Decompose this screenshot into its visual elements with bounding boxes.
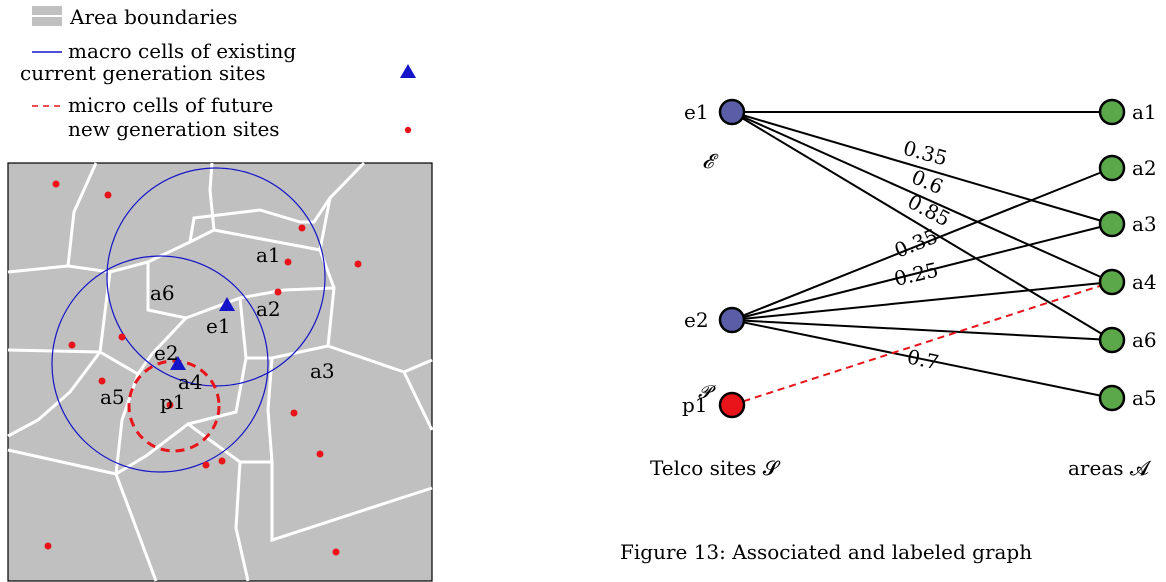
node-a5 [1098, 384, 1126, 412]
macro-cells [51, 167, 326, 473]
node-p1 [718, 391, 746, 419]
node-label-a5: a5 [1132, 386, 1157, 410]
legend-macro-line1: macro cells of existing [68, 39, 296, 63]
node-a4 [1098, 268, 1126, 296]
edge-label-0: 0.35 [901, 136, 950, 171]
edge-label-3: 0.35 [891, 224, 941, 263]
edge-e1-a4 [731, 111, 1113, 283]
area-label-a3: a3 [310, 359, 335, 383]
legend-micro-line2: new generation sites [68, 117, 280, 141]
area-label-a2: a2 [256, 297, 281, 321]
set-label-E: 𝓔 [702, 149, 719, 173]
area-label-a6: a6 [150, 281, 175, 305]
edge-e1-a3 [731, 111, 1113, 225]
node-label-a2: a2 [1132, 156, 1157, 180]
legend-macro-line2: current generation sites [20, 61, 266, 85]
legend-micro-line1: micro cells of future [68, 93, 273, 117]
macro-cell-e1 [106, 167, 326, 387]
left-nodes [718, 98, 746, 419]
edge-e2-a6 [731, 319, 1113, 341]
telco-sites-label: Telco sites 𝓢 [650, 456, 781, 480]
set-label-P: 𝓟 [698, 382, 716, 403]
legend-micro-cells: micro cells of future new generation sit… [32, 93, 412, 141]
area-boundaries [7, 161, 434, 582]
node-label-a1: a1 [1132, 100, 1157, 124]
edge-e2-a4 [731, 281, 1113, 321]
bipartite-graph: 0.35 0.6 0.85 0.35 0.25 0.7 e1 e2 p1 𝓔 𝓟… [650, 98, 1157, 480]
node-e2 [718, 306, 746, 334]
node-a6 [1098, 326, 1126, 354]
site-label-e1: e1 [206, 314, 231, 338]
area-label-a5: a5 [100, 385, 125, 409]
edge-e2-a2 [731, 167, 1113, 321]
node-a3 [1098, 210, 1126, 238]
node-label-e1: e1 [684, 100, 709, 124]
node-a2 [1098, 154, 1126, 182]
site-label-p1: p1 [160, 390, 186, 414]
edge-e2-a3 [731, 223, 1113, 321]
voronoi-map: a1 a2 a3 a4 a5 a6 e1 e2 p1 [7, 161, 434, 582]
site-label-e2: e2 [154, 341, 179, 365]
edge-p1-a4 [731, 281, 1113, 406]
micro-cell-p1 [127, 359, 221, 453]
site-e1-triangle [219, 297, 235, 311]
graph-edges [731, 111, 1113, 399]
node-label-p1: p1 [682, 393, 708, 417]
node-a1 [1098, 98, 1126, 126]
node-label-a6: a6 [1132, 328, 1157, 352]
node-label-e2: e2 [684, 308, 709, 332]
existing-site-triangle-icon [400, 64, 416, 78]
edge-e2-a5 [731, 319, 1113, 399]
map-legend: Area boundaries macro cells of existing … [20, 5, 416, 141]
figure-caption: Figure 13: Associated and labeled graph [620, 540, 1033, 564]
site-e2-triangle [170, 356, 186, 370]
node-label-a4: a4 [1132, 270, 1157, 294]
macro-cell-e2 [51, 255, 269, 473]
future-sites [44, 180, 362, 556]
edge-e1-a6 [731, 111, 1113, 341]
legend-macro-cells: macro cells of existing current generati… [20, 39, 416, 85]
legend-area-boundaries: Area boundaries [32, 5, 238, 29]
right-nodes [1098, 98, 1126, 412]
node-e1 [718, 98, 746, 126]
edge-label-5: 0.7 [905, 344, 941, 374]
area-label-a4: a4 [178, 370, 203, 394]
area-label-a1: a1 [256, 243, 281, 267]
future-site-dot-icon [404, 126, 412, 134]
legend-area-boundaries-label: Area boundaries [69, 5, 238, 29]
node-label-a3: a3 [1132, 212, 1157, 236]
areas-label: areas 𝓐 [1068, 456, 1152, 480]
